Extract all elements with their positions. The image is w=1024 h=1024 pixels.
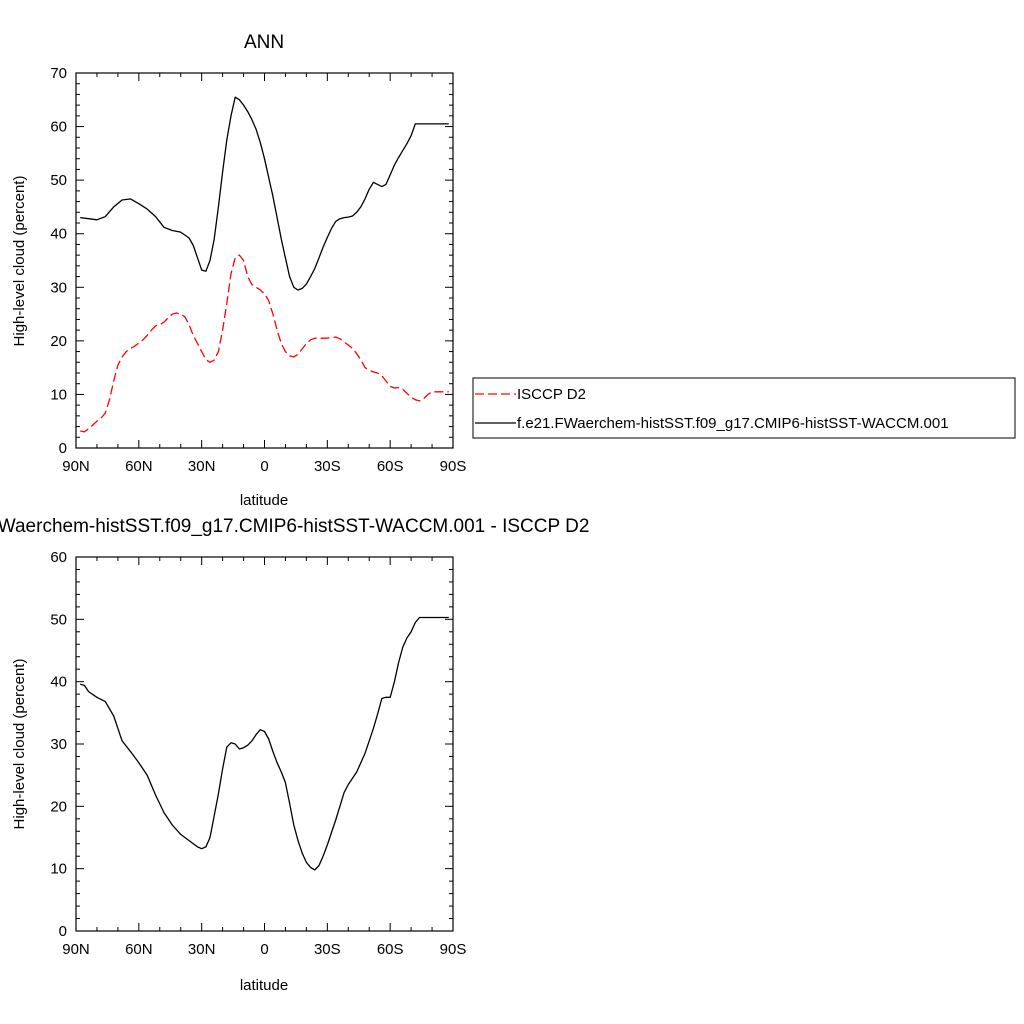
plot-area-bottom: 90N 60N 30N 0 30S 60S 90S 0 10 20 30 40 50 60 xyxy=(50,549,466,958)
y-axis-title-top: High-level cloud (percent) xyxy=(11,176,28,347)
plot-area-top: 90N 60N 30N 0 30S 60S 90S 0 10 20 30 40 50 60 70 xyxy=(50,65,466,475)
x-axis-title-bottom: latitude xyxy=(240,977,288,994)
y-tick-label: 20 xyxy=(50,333,67,350)
x-tick-label: 30S xyxy=(314,941,341,958)
x-tick-label: 60N xyxy=(125,458,153,475)
y-tick-label: 40 xyxy=(50,674,67,691)
x-tick-label: 30S xyxy=(314,458,341,475)
series-line-0 xyxy=(80,616,449,871)
x-tick-label: 30N xyxy=(188,458,216,475)
x-tick-label: 60N xyxy=(125,941,153,958)
y-tick-label: 50 xyxy=(50,172,67,189)
y-tick-label: 30 xyxy=(50,736,67,753)
x-tick-label: 60S xyxy=(377,941,404,958)
y-axis-title-bottom: High-level cloud (percent) xyxy=(11,659,28,830)
y-tick-label: 60 xyxy=(50,549,67,566)
y-tick-label: 0 xyxy=(59,440,67,457)
x-tick-label: 90S xyxy=(440,458,467,475)
plot-frame xyxy=(75,556,454,932)
panel-bottom: f.e21.FWaerchem-histSST.f09_g17.CMIP6-hi… xyxy=(0,516,589,994)
x-tick-label: 0 xyxy=(260,458,268,475)
x-tick-label: 30N xyxy=(188,941,216,958)
x-axis-title-top: latitude xyxy=(240,492,288,509)
x-tick-label: 90N xyxy=(62,941,90,958)
y-tick-label: 40 xyxy=(50,226,67,243)
legend-label-isccp: ISCCP D2 xyxy=(517,386,586,403)
y-tick-label: 10 xyxy=(50,386,67,403)
x-tick-label: 0 xyxy=(260,941,268,958)
x-tick-label: 90N xyxy=(62,458,90,475)
plot-frame xyxy=(75,72,454,449)
y-tick-label: 30 xyxy=(50,279,67,296)
chart-title-bottom: f.e21.FWaerchem-histSST.f09_g17.CMIP6-hi… xyxy=(0,516,589,537)
y-tick-label: 0 xyxy=(59,923,67,940)
y-tick-label: 10 xyxy=(50,861,67,878)
legend-label-model: f.e21.FWaerchem-histSST.f09_g17.CMIP6-hi… xyxy=(517,415,949,432)
panel-top: ANN 90N 60N 30N 0 30S 60S 90S 0 10 20 30 40 50 60 70 l… xyxy=(11,32,1016,509)
y-tick-label: 70 xyxy=(50,65,67,82)
legend-box xyxy=(472,377,1016,439)
legend: ISCCP D2 f.e21.FWaerchem-histSST.f09_g17… xyxy=(472,377,1016,439)
x-tick-label: 90S xyxy=(440,941,467,958)
chart-title-top: ANN xyxy=(244,32,284,53)
y-tick-label: 20 xyxy=(50,798,67,815)
y-tick-label: 50 xyxy=(50,611,67,628)
y-tick-label: 60 xyxy=(50,119,67,136)
x-tick-label: 60S xyxy=(377,458,404,475)
series-line-0 xyxy=(80,254,449,433)
series-line-1 xyxy=(80,96,449,291)
